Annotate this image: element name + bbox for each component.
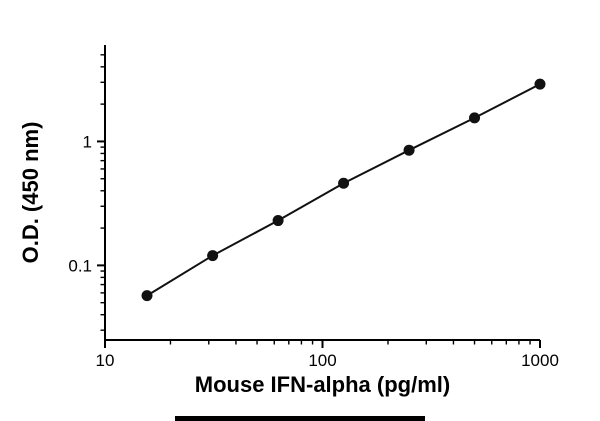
x-tick-label: 10 [96, 351, 115, 370]
data-point-marker [338, 177, 350, 189]
data-point-marker [272, 215, 284, 227]
data-point-marker [534, 78, 546, 90]
y-tick-label: 0.1 [68, 256, 92, 275]
data-point-marker [141, 290, 153, 302]
curve-line [146, 83, 541, 297]
x-tick-label: 100 [308, 351, 336, 370]
data-point-marker [403, 144, 415, 156]
y-axis-label: O.D. (450 nm) [18, 122, 43, 264]
data-point-marker [469, 112, 481, 124]
bottom-edge-bar [175, 416, 425, 421]
x-axis-label: Mouse IFN-alpha (pg/ml) [195, 372, 450, 397]
y-tick-label: 1 [83, 132, 92, 151]
plot-area: 10 100 1000 0.1 1 [68, 45, 559, 370]
x-tick-label: 1000 [521, 351, 559, 370]
data-point-marker [207, 250, 219, 262]
